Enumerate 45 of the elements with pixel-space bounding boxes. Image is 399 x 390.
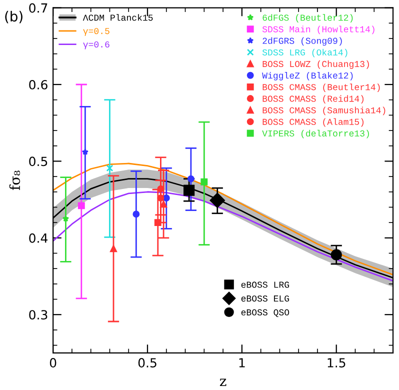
point (106, 164, 114, 172)
point (210, 192, 225, 208)
legend-label: eBOSS ELG (241, 295, 289, 302)
legend-label: ΛCDM Planck15 (82, 14, 153, 21)
legend-label: 6dFGS (Beutler12) (262, 14, 353, 23)
y-tick-label: 0.3 (29, 310, 48, 320)
legend-label: eBOSS QSO (241, 309, 290, 318)
point (187, 175, 194, 182)
legend-label: WiggleZ (Blake12) (262, 72, 353, 80)
x-tick-label: 0.5 (138, 358, 156, 368)
text: (b) (5, 10, 22, 24)
y-tick-label: 0.4 (29, 233, 48, 243)
point (157, 194, 164, 202)
legend-label: eBOSS LRG (241, 282, 289, 288)
point (183, 184, 195, 196)
point (110, 245, 117, 252)
point (160, 200, 168, 208)
legend-label: BOSS LOWZ (Chuang13) (262, 60, 369, 69)
y-tick-label: 0.7 (29, 3, 48, 13)
y-tick-label: 0.6 (29, 80, 48, 90)
point (82, 148, 89, 155)
legend-label: γ=0.6 (83, 41, 110, 50)
legend-label: BOSS CMASS (Alam15) (262, 118, 364, 127)
point (132, 210, 140, 218)
x-tick-label: 1.5 (328, 358, 346, 368)
x-tick-label: 1 (239, 358, 245, 368)
point (162, 194, 170, 202)
legend-label: SDSS Main (Howlett14) (262, 26, 374, 34)
point (330, 249, 342, 260)
point (200, 178, 208, 186)
point (62, 215, 70, 222)
legend-label: BOSS CMASS (Samushia14) (262, 106, 386, 116)
x-axis-title: z (220, 378, 226, 386)
point (78, 202, 85, 210)
legend-label: BOSS CMASS (Reid14) (262, 95, 364, 104)
x-tick-label: 0 (50, 358, 56, 368)
point (154, 219, 162, 226)
legend-label: 2dFGRS (Song09) (262, 37, 342, 46)
legend-label: BOSS CMASS (Beutler14) (262, 84, 380, 92)
point (157, 185, 164, 192)
y-tick-label: 0.5 (29, 156, 48, 166)
legend-label: VIPERS (delaTorre13) (262, 130, 369, 138)
legend-label: γ=0.5 (83, 28, 110, 36)
y-axis-title: fσ₈ (9, 170, 20, 190)
legend-label: SDSS LRG (Oka14) (262, 48, 348, 58)
